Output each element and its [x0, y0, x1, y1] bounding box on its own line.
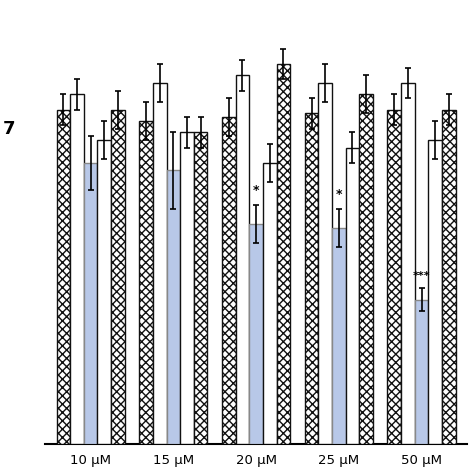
Bar — [332, 228, 346, 444]
Bar — [415, 300, 428, 444]
Bar — [346, 148, 359, 444]
Bar — [166, 171, 180, 444]
Text: *: * — [336, 188, 342, 201]
Bar — [111, 109, 125, 444]
Bar — [319, 83, 332, 444]
Bar — [194, 132, 208, 444]
Text: *: * — [253, 184, 259, 197]
Bar — [153, 83, 166, 444]
Bar — [98, 140, 111, 444]
Bar — [401, 83, 415, 444]
Bar — [70, 94, 84, 444]
Bar — [139, 121, 153, 444]
Bar — [249, 224, 263, 444]
Bar — [180, 132, 194, 444]
Bar — [387, 109, 401, 444]
Bar — [222, 117, 236, 444]
Text: 7: 7 — [3, 120, 16, 138]
Bar — [442, 109, 456, 444]
Bar — [236, 75, 249, 444]
Bar — [305, 113, 319, 444]
Bar — [84, 163, 98, 444]
Text: ***: *** — [413, 271, 430, 281]
Bar — [276, 64, 290, 444]
Bar — [56, 109, 70, 444]
Bar — [359, 94, 373, 444]
Bar — [428, 140, 442, 444]
Bar — [263, 163, 276, 444]
